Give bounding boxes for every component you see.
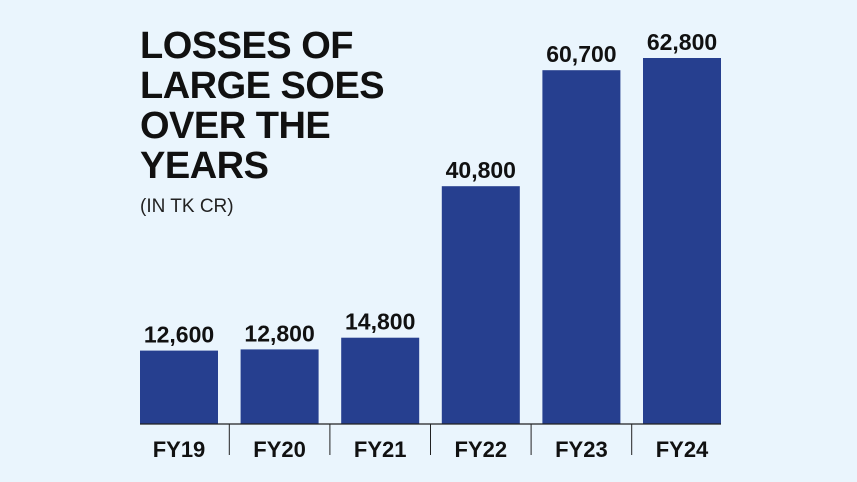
bar-fy21 <box>341 337 420 424</box>
value-labels-group: 12,600 12,800 14,800 40,800 60,700 62,800 <box>144 29 717 348</box>
x-axis <box>140 423 721 455</box>
tick-label-fy24: FY24 <box>656 437 709 462</box>
value-label-fy21: 14,800 <box>345 309 415 335</box>
chart-title-line-4: YEARS <box>140 145 268 187</box>
chart-title-line-3: OVER THE <box>140 105 330 147</box>
value-label-fy23: 60,700 <box>546 41 616 67</box>
tick-label-fy21: FY21 <box>354 437 407 462</box>
value-label-fy20: 12,800 <box>244 320 314 346</box>
bar-fy22 <box>441 186 520 424</box>
tick-label-fy23: FY23 <box>555 437 608 462</box>
x-tick-labels-group: FY19 FY20 FY21 FY22 FY23 FY24 <box>153 437 709 462</box>
bar-fy19 <box>140 350 218 424</box>
chart-title-line-2: LARGE SOES <box>140 65 384 107</box>
tick-label-fy20: FY20 <box>253 437 306 462</box>
value-label-fy24: 62,800 <box>647 29 717 55</box>
bar-fy23 <box>542 70 621 424</box>
bar-fy24 <box>643 58 721 424</box>
chart-title-line-1: LOSSES OF <box>140 25 353 67</box>
bars-group <box>140 58 721 424</box>
chart-subtitle: (IN TK CR) <box>140 196 234 217</box>
tick-label-fy22: FY22 <box>455 437 508 462</box>
tick-label-fy19: FY19 <box>153 437 206 462</box>
value-label-fy22: 40,800 <box>446 157 516 183</box>
bar-fy20 <box>240 349 319 424</box>
chart-title: LOSSES OF LARGE SOES OVER THE YEARS <box>140 25 385 187</box>
value-label-fy19: 12,600 <box>144 322 214 348</box>
